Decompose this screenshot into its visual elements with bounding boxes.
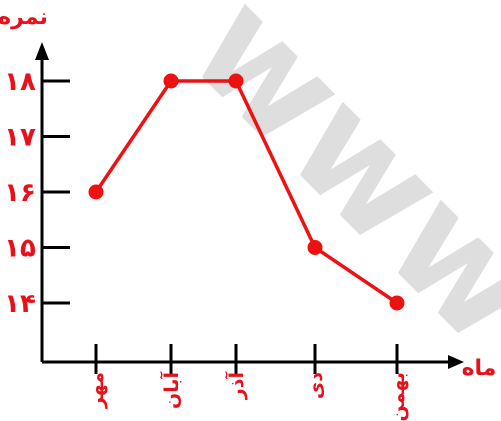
y-tick-label: ۱۸ <box>4 67 36 97</box>
y-ticks: ۱۴ ۱۵ ۱۶ ۱۷ ۱۸ <box>4 67 70 319</box>
data-point <box>389 295 405 311</box>
data-point <box>228 73 244 89</box>
y-tick-label: ۱۵ <box>4 234 36 264</box>
data-point <box>307 240 323 255</box>
y-tick-label: ۱۴ <box>4 289 36 319</box>
data-point <box>88 184 104 200</box>
y-tick-label: ۱۶ <box>4 178 36 208</box>
x-ticks: مهر آبان آذر دی بهمن <box>86 344 409 421</box>
data-point <box>163 73 179 89</box>
x-tick-label: دی <box>305 372 327 399</box>
y-axis-arrow <box>35 42 49 60</box>
watermark: www <box>158 0 501 377</box>
axes <box>35 42 464 369</box>
x-tick-label: آبان <box>159 372 183 409</box>
series-line <box>88 73 405 311</box>
x-tick-label: بهمن <box>387 372 409 421</box>
x-tick-label: مهر <box>86 372 108 409</box>
x-axis-arrow <box>448 355 464 369</box>
y-axis-title: نمره <box>0 5 48 30</box>
y-tick-label: ۱۷ <box>4 123 36 153</box>
x-axis-title: ماه <box>462 356 497 381</box>
x-tick-label: آذر <box>224 372 248 401</box>
